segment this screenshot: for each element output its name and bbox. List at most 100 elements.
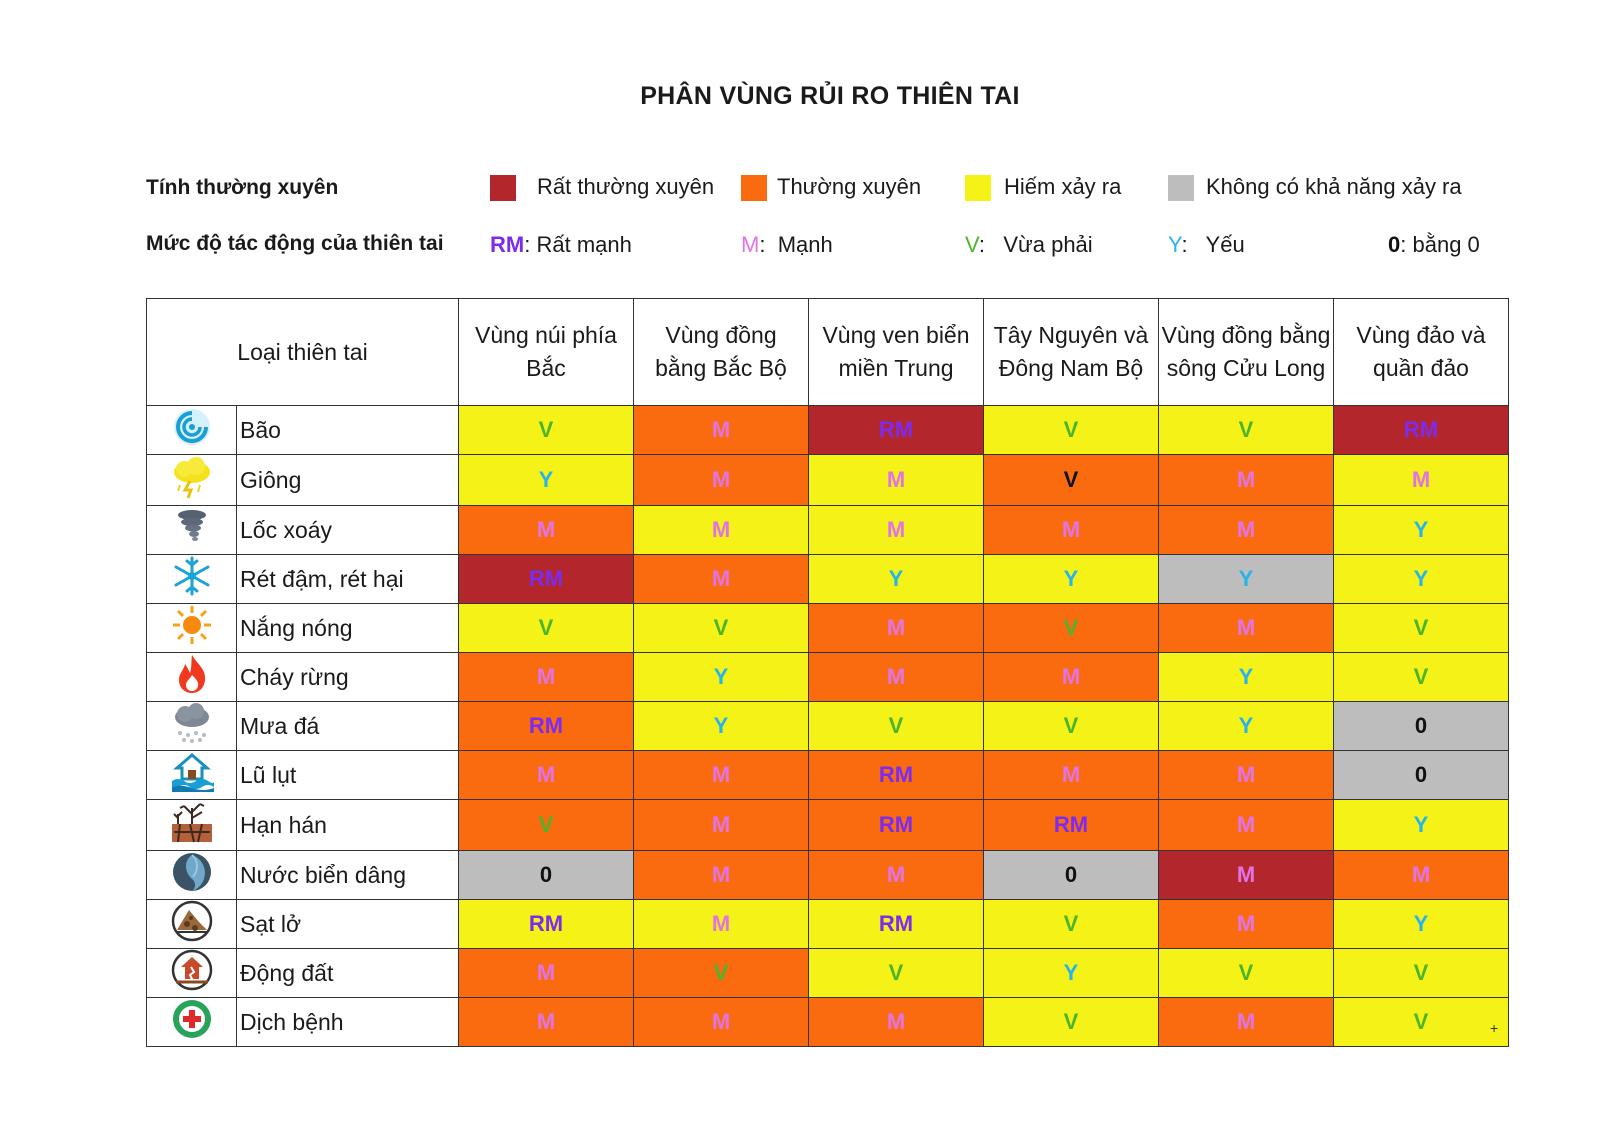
risk-cell: M <box>1158 750 1334 800</box>
landslide-icon <box>146 899 237 949</box>
risk-cell: M <box>808 652 984 702</box>
table-row: Dịch bệnh M M M V M V <box>146 997 1509 1047</box>
risk-cell: M <box>458 997 634 1047</box>
hazard-name: Sạt lở <box>236 899 459 949</box>
risk-cell: Y <box>1158 701 1334 751</box>
header-row: Loại thiên tai Vùng núi phía Bắc Vùng đồ… <box>146 298 1509 406</box>
table-row: Lũ lụt M M RM M M 0 <box>146 750 1509 800</box>
risk-cell: Y <box>458 454 634 506</box>
risk-cell: M <box>458 652 634 702</box>
risk-cell: Y <box>1333 799 1509 851</box>
label-impossible: Không có khả năng xảy ra <box>1206 174 1462 199</box>
hazard-name: Rét đậm, rét hại <box>236 554 459 604</box>
fire-icon <box>146 652 237 702</box>
hazard-name: Mưa đá <box>236 701 459 751</box>
risk-cell: RM <box>1333 405 1509 455</box>
risk-cell: V <box>458 405 634 455</box>
hazard-name: Hạn hán <box>236 799 459 851</box>
impact-item-zero: 0: bằng 0 <box>1388 232 1480 258</box>
risk-cell: Y <box>1333 554 1509 604</box>
table-row: Bão V M RM V V RM <box>146 405 1509 455</box>
risk-cell: M <box>808 454 984 506</box>
swatch-impossible <box>1168 175 1194 201</box>
risk-cell: M <box>983 750 1159 800</box>
table-row: Lốc xoáy M M M M M Y <box>146 505 1509 555</box>
risk-cell: V <box>1158 405 1334 455</box>
risk-cell: RM <box>808 799 984 851</box>
risk-cell: M <box>808 850 984 900</box>
risk-cell: V <box>983 603 1159 653</box>
risk-cell: M <box>633 454 809 506</box>
corner-mark: + <box>1490 1020 1499 1036</box>
risk-cell: M <box>1158 850 1334 900</box>
impact-item-m: M: Mạnh <box>741 232 833 258</box>
header-region: Vùng ven biển miền Trung <box>808 298 984 406</box>
frequency-heading: Tính thường xuyên <box>146 176 339 199</box>
sea-level-icon <box>146 850 237 900</box>
risk-cell: RM <box>458 701 634 751</box>
risk-cell: Y <box>1333 899 1509 949</box>
risk-cell: M <box>1158 799 1334 851</box>
impact-label: Mạnh <box>777 232 833 257</box>
label-frequent: Thường xuyên <box>777 174 922 199</box>
risk-cell: Y <box>808 554 984 604</box>
risk-cell: V <box>808 701 984 751</box>
risk-cell: 0 <box>983 850 1159 900</box>
risk-cell: M <box>983 652 1159 702</box>
table-row: Mưa đá RM Y V V Y 0 <box>146 701 1509 751</box>
risk-cell: M <box>808 997 984 1047</box>
page-title: PHÂN VÙNG RỦI RO THIÊN TAI <box>640 82 1020 110</box>
risk-cell: Y <box>1333 505 1509 555</box>
risk-cell: M <box>1333 850 1509 900</box>
impact-sep: : <box>1400 232 1407 257</box>
risk-cell: M <box>633 750 809 800</box>
table-row: Nước biển dâng 0 M M 0 M M <box>146 850 1509 900</box>
risk-cell: V <box>633 603 809 653</box>
risk-cell: M <box>1158 997 1334 1047</box>
hazard-name: Dịch bệnh <box>236 997 459 1047</box>
impact-code: 0 <box>1388 232 1401 257</box>
tornado-icon <box>146 505 237 555</box>
risk-cell: RM <box>983 799 1159 851</box>
epidemic-icon <box>146 997 237 1047</box>
flood-icon <box>146 750 237 800</box>
risk-cell: V <box>1158 948 1334 998</box>
risk-cell: M <box>1333 454 1509 506</box>
risk-cell: M <box>633 850 809 900</box>
risk-cell: V <box>1333 603 1509 653</box>
risk-cell: Y <box>983 948 1159 998</box>
risk-cell: M <box>633 899 809 949</box>
impact-sep: : <box>759 232 766 257</box>
risk-cell: 0 <box>1333 701 1509 751</box>
risk-cell: V <box>1333 948 1509 998</box>
risk-cell: M <box>1158 603 1334 653</box>
impact-sep: : <box>978 232 985 257</box>
impact-label: Vừa phải <box>1003 232 1093 257</box>
risk-cell: Y <box>633 701 809 751</box>
table-row: Động đất M V V Y V V <box>146 948 1509 998</box>
hazard-name: Lốc xoáy <box>236 505 459 555</box>
impact-item-rm: RM: Rất mạnh <box>490 232 632 258</box>
impact-code: M <box>741 232 760 257</box>
risk-cell: RM <box>808 405 984 455</box>
risk-cell: M <box>458 750 634 800</box>
hazard-name: Cháy rừng <box>236 652 459 702</box>
risk-cell: M <box>633 405 809 455</box>
hazard-name: Lũ lụt <box>236 750 459 800</box>
hazard-name: Nắng nóng <box>236 603 459 653</box>
hazard-name: Giông <box>236 454 459 506</box>
risk-cell: M <box>633 799 809 851</box>
impact-item-y: Y: Yếu <box>1168 232 1245 258</box>
risk-cell: V <box>983 997 1159 1047</box>
header-region: Vùng đảo và quần đảo <box>1333 298 1509 406</box>
impact-code: RM <box>490 232 525 257</box>
risk-cell: M <box>633 505 809 555</box>
risk-cell: V <box>983 701 1159 751</box>
hazard-name: Nước biển dâng <box>236 850 459 900</box>
impact-heading: Mức độ tác động của thiên tai <box>146 232 444 255</box>
risk-cell: V <box>458 799 634 851</box>
impact-label: Yếu <box>1205 232 1245 257</box>
table-row: Sạt lở RM M RM V M Y <box>146 899 1509 949</box>
impact-sep: : <box>1181 232 1188 257</box>
hail-icon <box>146 701 237 751</box>
